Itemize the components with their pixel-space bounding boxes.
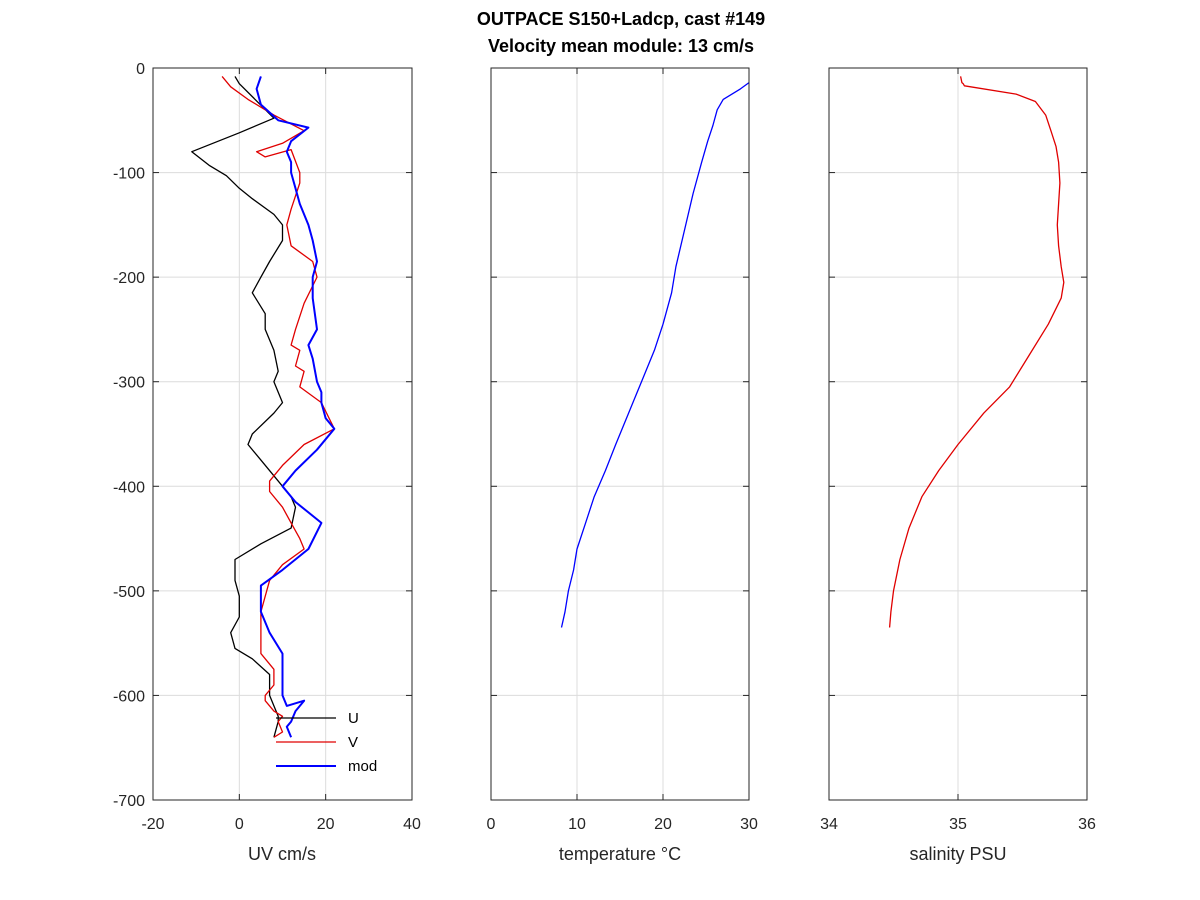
temperature-axes-box (490, 67, 750, 801)
velocity-x-tick-label-3: 40 (403, 816, 421, 833)
y-tick-label-4: -400 (113, 479, 145, 496)
salinity-x-axis-label: salinity PSU (909, 844, 1006, 864)
y-tick-label-5: -500 (113, 584, 145, 601)
y-tick-label-3: -300 (113, 375, 145, 392)
temperature-x-tick-label-0: 0 (487, 816, 496, 833)
salinity-x-tick-label-2: 36 (1078, 816, 1096, 833)
velocity-series-mod (255, 76, 336, 738)
y-tick-label-7: -700 (113, 793, 145, 810)
legend-label-u: U (348, 710, 359, 727)
salinity-panel: 34 35 36 salinity PSU (820, 67, 1096, 864)
chart-subtitle: Velocity mean module: 13 cm/s (488, 36, 754, 56)
velocity-series-u (191, 76, 297, 738)
temperature-x-tick-label-1: 10 (568, 816, 586, 833)
legend-label-mod: mod (348, 758, 377, 775)
temperature-x-axis-label: temperature °C (559, 844, 681, 864)
velocity-panel: -20 0 20 400-100-200-300-400-500-600-700UVm… (113, 61, 421, 864)
velocity-axes-box (152, 67, 413, 801)
velocity-x-tick-label-0: -20 (141, 816, 164, 833)
salinity-series-0 (888, 76, 1065, 628)
velocity-series-v (221, 75, 335, 738)
legend-label-v: V (348, 734, 358, 751)
temperature-series-0 (560, 82, 750, 628)
y-tick-label-6: -600 (113, 688, 145, 705)
y-tick-label-2: -200 (113, 270, 145, 287)
chart-title: OUTPACE S150+Ladcp, cast #149 (477, 9, 765, 29)
temperature-x-tick-label-2: 20 (654, 816, 672, 833)
temperature-panel: 0 10 20 30 temperature °C (487, 67, 758, 864)
y-tick-label-1: -100 (113, 166, 145, 183)
velocity-x-tick-label-2: 20 (317, 816, 335, 833)
velocity-x-tick-label-1: 0 (235, 816, 244, 833)
salinity-x-tick-label-1: 35 (949, 816, 967, 833)
temperature-x-tick-label-3: 30 (740, 816, 758, 833)
velocity-x-axis-label: UV cm/s (248, 844, 316, 864)
y-tick-label-0: 0 (136, 61, 145, 78)
salinity-x-tick-label-0: 34 (820, 816, 838, 833)
